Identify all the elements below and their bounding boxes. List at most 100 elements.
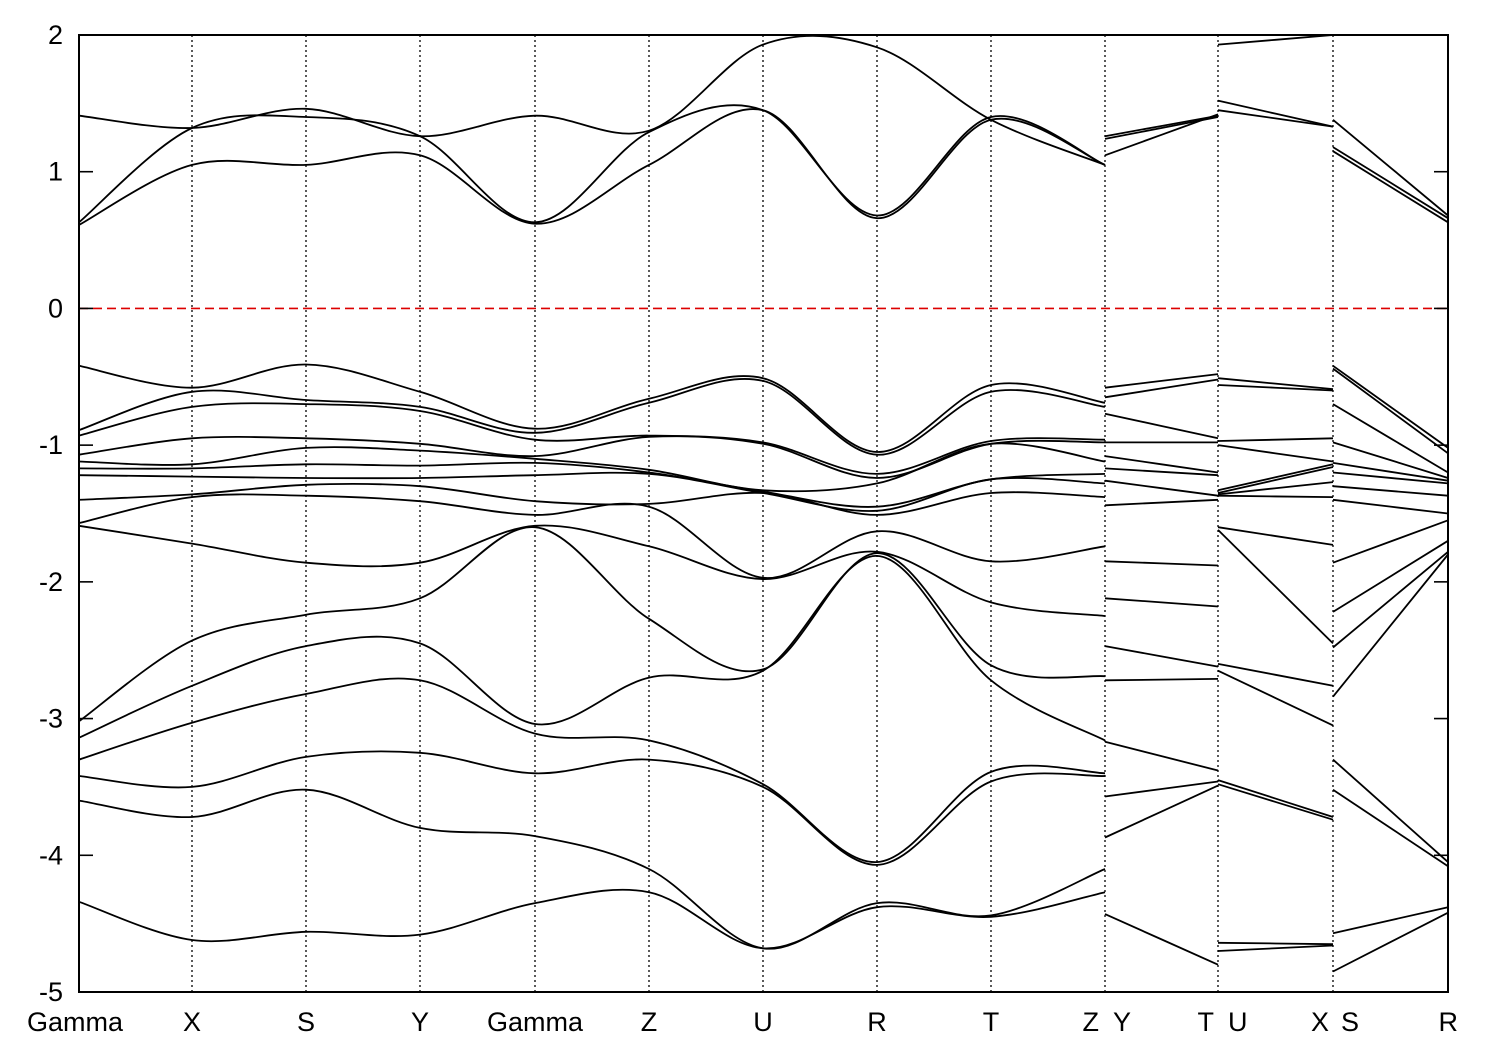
band-lines bbox=[78, 34, 1449, 973]
band-line-1 bbox=[1332, 150, 1449, 224]
band-line-18 bbox=[1332, 906, 1449, 935]
band-line-7 bbox=[1332, 441, 1449, 479]
band-line-9 bbox=[1217, 466, 1334, 494]
kpoint-label: X bbox=[183, 1007, 201, 1037]
band-line-7 bbox=[78, 435, 1106, 479]
band-line-16 bbox=[78, 677, 1106, 864]
y-tick-label: 0 bbox=[48, 293, 63, 323]
band-line-10 bbox=[1104, 479, 1219, 497]
band-line-2 bbox=[1332, 146, 1449, 219]
band-line-12 bbox=[1217, 526, 1334, 546]
band-line-17 bbox=[78, 750, 1106, 866]
band-line-9 bbox=[78, 461, 1106, 508]
band-line-2 bbox=[1104, 116, 1219, 140]
band-line-3 bbox=[1104, 114, 1219, 138]
band-line-4 bbox=[78, 363, 1106, 453]
kpoint-label: T bbox=[983, 1007, 1000, 1037]
band-line-16 bbox=[1332, 758, 1449, 863]
band-line-10 bbox=[78, 471, 1106, 512]
band-line-14 bbox=[1104, 645, 1219, 668]
band-line-19 bbox=[1332, 911, 1449, 973]
band-line-12 bbox=[1104, 560, 1219, 567]
band-line-11 bbox=[1332, 498, 1449, 515]
band-line-12 bbox=[1332, 519, 1449, 564]
band-line-15 bbox=[1217, 669, 1334, 727]
band-line-15 bbox=[1332, 553, 1449, 698]
band-line-5 bbox=[78, 377, 1106, 456]
kpoint-label: Gamma bbox=[487, 1007, 584, 1037]
band-line-17 bbox=[1104, 780, 1219, 798]
kpoint-label: R bbox=[867, 1007, 887, 1037]
band-line-8 bbox=[78, 442, 1106, 493]
y-tick-label: -1 bbox=[39, 430, 63, 460]
kpoint-label: T bbox=[1198, 1007, 1215, 1037]
kpoint-label: U bbox=[753, 1007, 773, 1037]
band-line-8 bbox=[1217, 463, 1334, 492]
y-tick-label: -5 bbox=[39, 977, 63, 1007]
kpoint-label: Y bbox=[1113, 1007, 1131, 1037]
band-line-2 bbox=[1217, 99, 1334, 128]
band-line-16 bbox=[1217, 779, 1334, 818]
band-line-6 bbox=[1217, 437, 1334, 442]
band-line-15 bbox=[78, 554, 1106, 742]
band-line-9 bbox=[1332, 471, 1449, 485]
band-line-10 bbox=[1332, 485, 1449, 497]
band-line-8 bbox=[1332, 462, 1449, 482]
band-line-1 bbox=[78, 108, 1106, 226]
band-line-6 bbox=[78, 402, 1106, 475]
band-line-9 bbox=[1104, 467, 1219, 477]
kpoint-label: Z bbox=[641, 1007, 658, 1037]
x-axis-ticks: Gamma X S Y Gamma Z U R T Z Y T U X S R bbox=[27, 1007, 1458, 1037]
kpoint-label: S bbox=[297, 1007, 315, 1037]
y-axis-ticks: -5 -4 -3 -2 -1 0 1 2 bbox=[39, 20, 1448, 1007]
band-line-19 bbox=[78, 888, 1106, 950]
band-line-5 bbox=[1104, 378, 1219, 399]
kpoint-label: R bbox=[1439, 1007, 1459, 1037]
kpoint-label: Y bbox=[411, 1007, 429, 1037]
y-tick-label: -3 bbox=[39, 704, 63, 734]
band-line-5 bbox=[1217, 384, 1334, 392]
band-line-19 bbox=[1217, 944, 1334, 952]
band-line-17 bbox=[1217, 783, 1334, 821]
band-line-11 bbox=[1104, 498, 1219, 507]
band-line-18 bbox=[1104, 784, 1219, 839]
kpoint-label: Gamma bbox=[27, 1007, 124, 1037]
band-line-18 bbox=[1217, 941, 1334, 946]
band-line-4 bbox=[1332, 365, 1449, 449]
band-line-2 bbox=[78, 104, 1106, 224]
y-tick-label: -4 bbox=[39, 840, 63, 870]
band-line-4 bbox=[1217, 377, 1334, 390]
band-line-8 bbox=[1104, 455, 1219, 474]
band-line-14 bbox=[1217, 663, 1334, 687]
band-line-4 bbox=[1104, 373, 1219, 389]
band-line-16 bbox=[1104, 740, 1219, 772]
band-line-14 bbox=[78, 526, 1106, 723]
band-line-13 bbox=[1332, 540, 1449, 613]
band-line-7 bbox=[1217, 444, 1334, 463]
kpoint-label: Z bbox=[1083, 1007, 1100, 1037]
band-line-13 bbox=[1217, 529, 1334, 645]
band-line-13 bbox=[78, 524, 1106, 617]
band-line-17 bbox=[1332, 788, 1449, 867]
kpoint-label: U bbox=[1228, 1007, 1248, 1037]
band-line-19 bbox=[1104, 913, 1219, 966]
band-line-12 bbox=[78, 493, 1106, 579]
band-line-11 bbox=[1217, 494, 1334, 498]
band-line-3 bbox=[1332, 119, 1449, 217]
band-line-10 bbox=[1217, 481, 1334, 496]
band-line-14 bbox=[1332, 551, 1449, 649]
band-line-6 bbox=[1104, 412, 1219, 440]
kpoint-label: S bbox=[1341, 1007, 1359, 1037]
y-tick-label: 1 bbox=[48, 157, 63, 187]
band-line-3 bbox=[78, 35, 1106, 166]
band-line-18 bbox=[78, 788, 1106, 950]
plot-frame bbox=[78, 34, 1449, 993]
band-line-6 bbox=[1332, 403, 1449, 474]
y-tick-label: 2 bbox=[48, 20, 63, 50]
band-line-15 bbox=[1104, 678, 1219, 682]
band-line-5 bbox=[1332, 367, 1449, 455]
y-tick-label: -2 bbox=[39, 567, 63, 597]
band-line-13 bbox=[1104, 597, 1219, 608]
band-line-11 bbox=[78, 482, 1106, 516]
